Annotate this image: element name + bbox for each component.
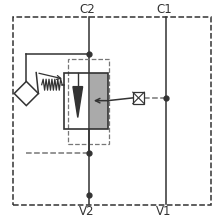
Polygon shape [14,81,38,106]
Bar [13,16,211,205]
Text: C1: C1 [156,3,172,16]
Bar [64,73,108,129]
Bar [68,59,109,144]
Bar [133,92,144,104]
Text: V1: V1 [156,205,172,218]
Text: C2: C2 [79,3,95,16]
Text: V2: V2 [79,205,95,218]
Polygon shape [73,87,83,117]
Bar [90,73,108,129]
